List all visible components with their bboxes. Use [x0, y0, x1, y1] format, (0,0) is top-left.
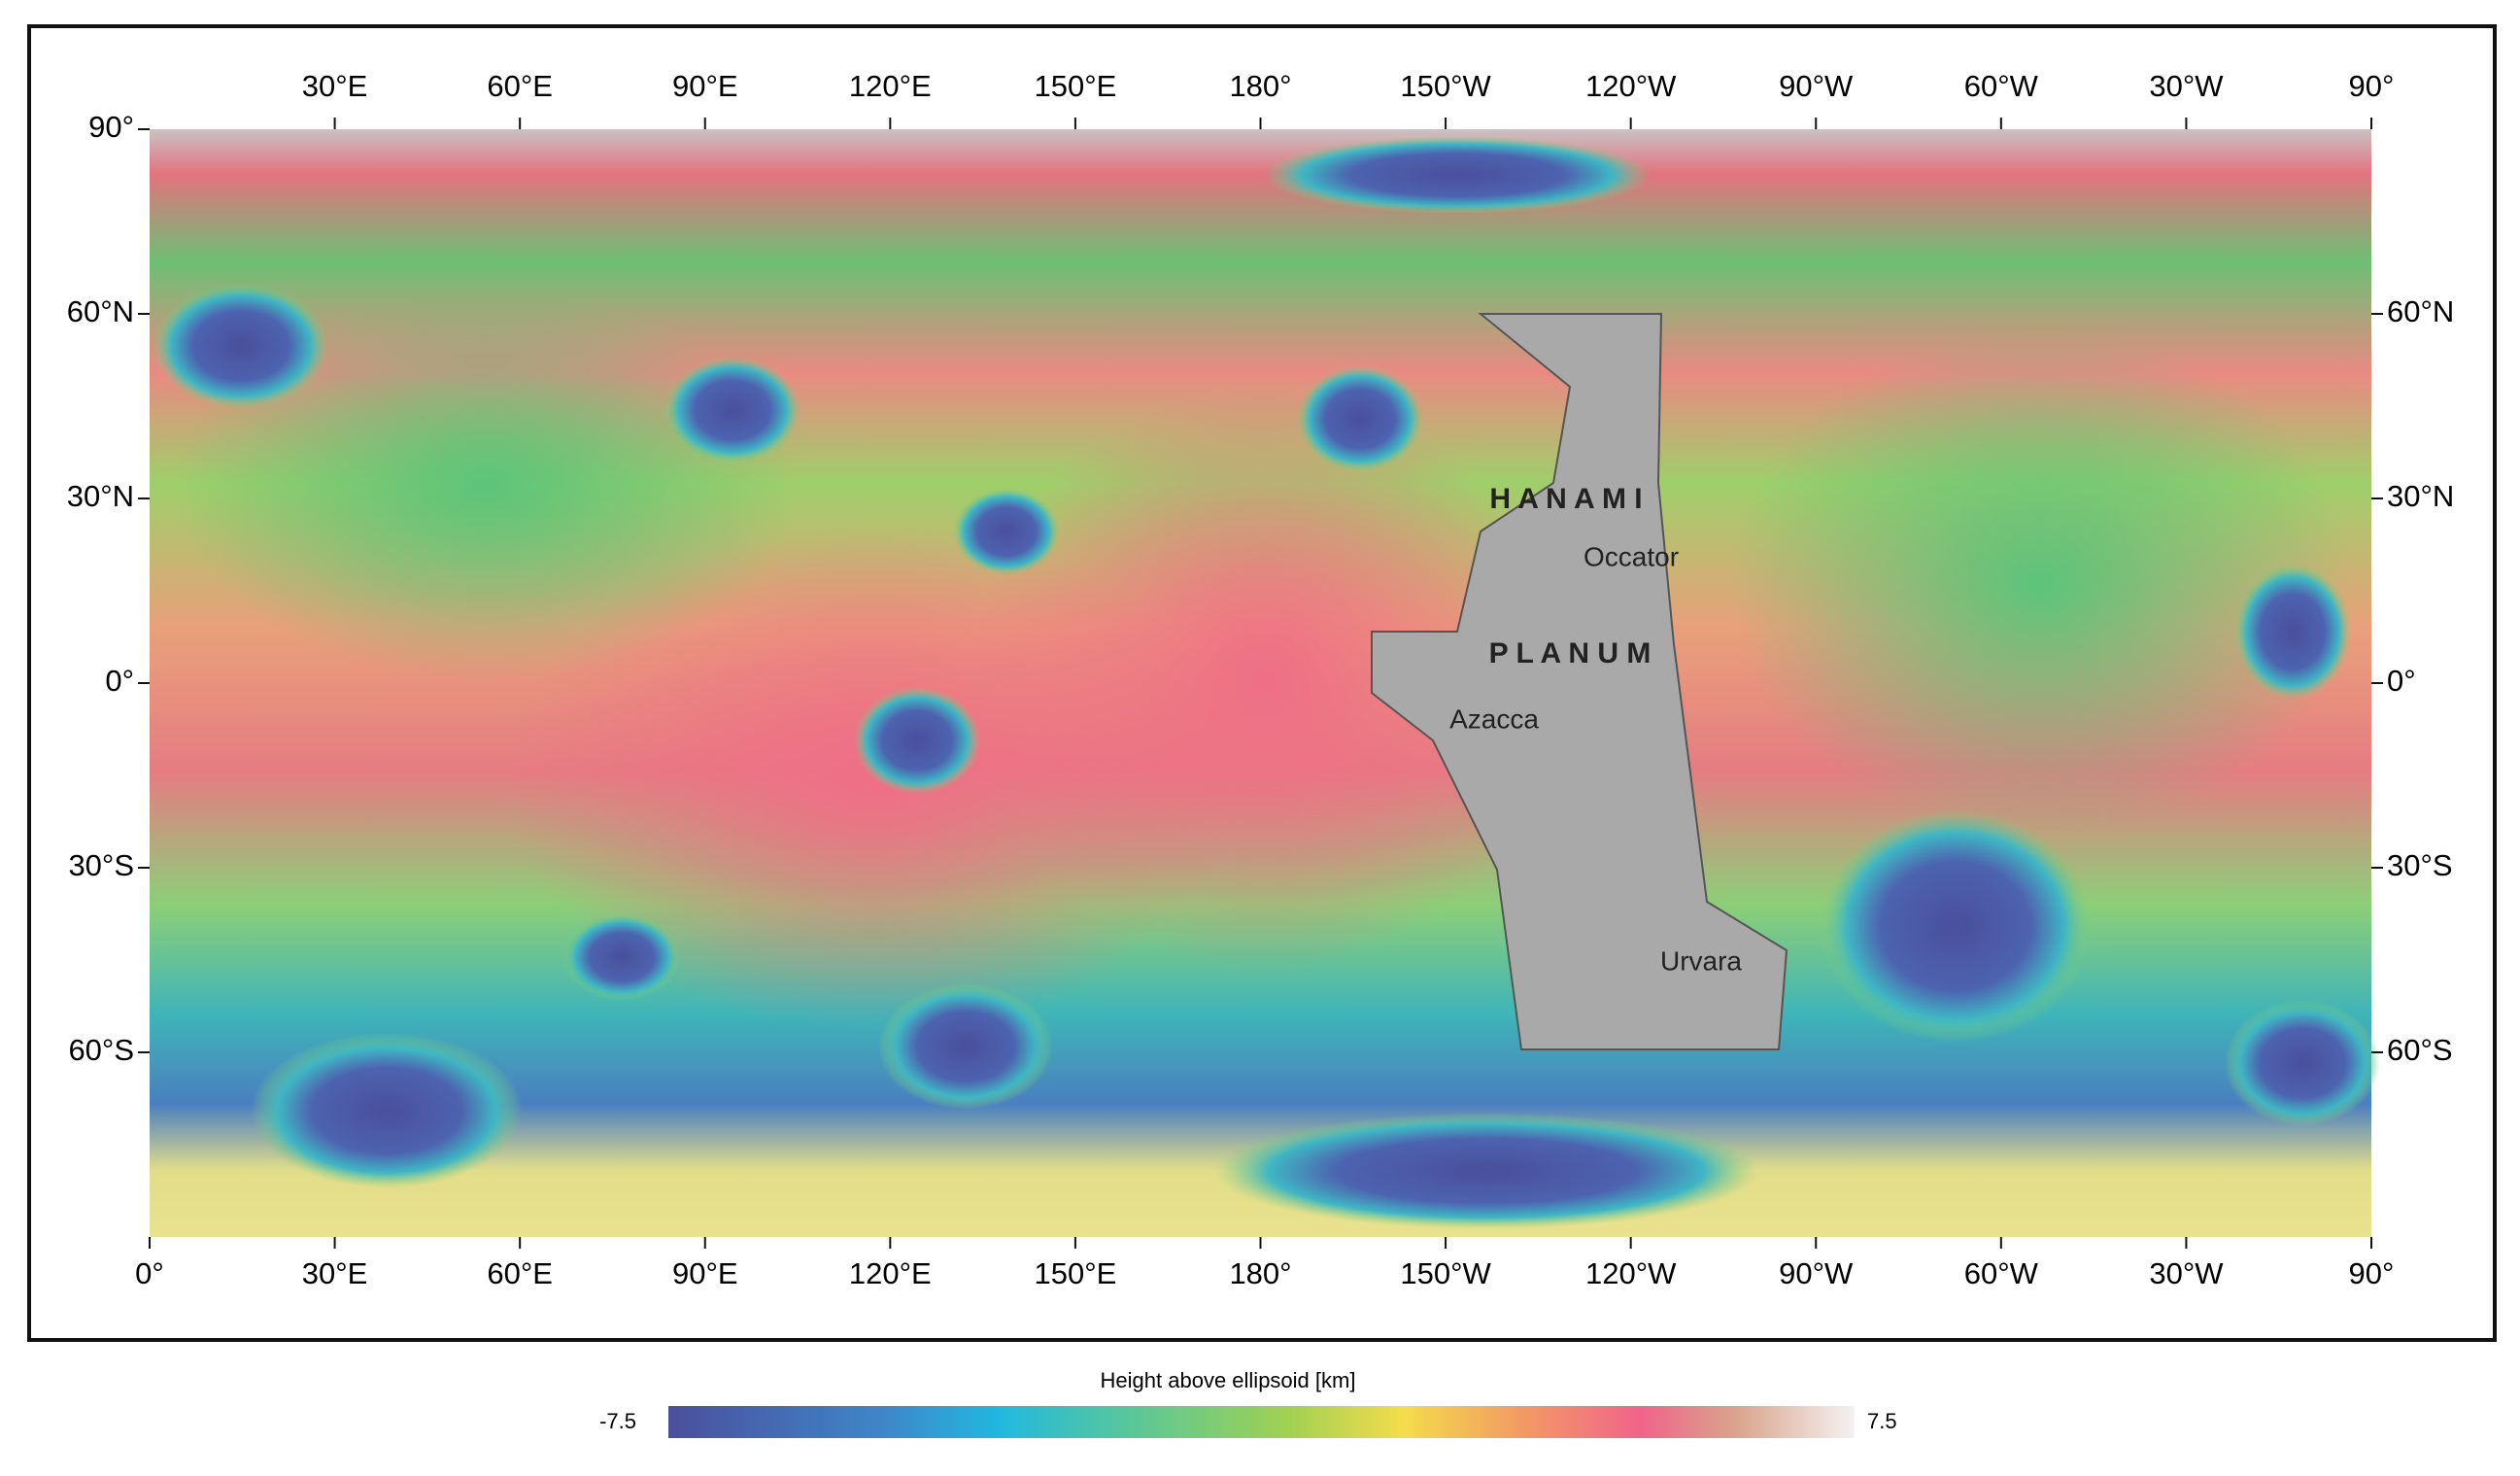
bottom-label: 90°W	[1779, 1256, 1854, 1290]
bottom-label: 60°E	[487, 1256, 553, 1290]
left-label: 60°S	[68, 1033, 134, 1067]
bottom-label: 30°E	[302, 1256, 368, 1290]
bottom-label: 150°W	[1400, 1256, 1491, 1290]
feature-label: Occator	[1584, 541, 1679, 571]
top-label: 90°E	[672, 69, 738, 103]
colorbar-max: 7.5	[1867, 1409, 1897, 1433]
top-label: 30°W	[2149, 69, 2224, 103]
bottom-label: 0°	[135, 1256, 164, 1290]
top-label: 150°E	[1035, 69, 1117, 103]
feature-label: Urvara	[1660, 945, 1742, 976]
colorbar-min: -7.5	[599, 1409, 636, 1433]
colorbar	[668, 1406, 1855, 1438]
right-label: 30°S	[2387, 848, 2453, 882]
bottom-label: 120°W	[1585, 1256, 1677, 1290]
top-label: 180°	[1229, 69, 1291, 103]
right-label: 30°N	[2387, 479, 2454, 513]
bottom-label: 150°E	[1035, 1256, 1117, 1290]
top-label: 60°W	[1964, 69, 2039, 103]
top-label: 120°E	[849, 69, 932, 103]
bottom-label: 90°	[2349, 1256, 2395, 1290]
top-label: 120°W	[1585, 69, 1677, 103]
left-label: 90°	[88, 110, 134, 144]
top-label: 60°E	[487, 69, 553, 103]
bottom-label: 60°W	[1964, 1256, 2039, 1290]
top-label: 150°W	[1400, 69, 1491, 103]
left-label: 60°N	[67, 294, 134, 328]
top-label: 30°E	[302, 69, 368, 103]
right-label: 0°	[2387, 664, 2416, 698]
top-label: 90°	[2349, 69, 2395, 103]
bottom-label: 180°	[1229, 1256, 1291, 1290]
left-label: 0°	[105, 664, 134, 698]
left-label: 30°S	[68, 848, 134, 882]
bottom-label: 30°W	[2149, 1256, 2224, 1290]
feature-label: H A N A M I	[1489, 483, 1642, 515]
right-label: 60°N	[2387, 294, 2454, 328]
bottom-label: 90°E	[672, 1256, 738, 1290]
feature-label: Azacca	[1449, 704, 1539, 734]
map	[150, 129, 2380, 1237]
colorbar-title: Height above ellipsoid [km]	[1101, 1368, 1356, 1392]
feature-label: P L A N U M	[1489, 637, 1652, 669]
left-label: 30°N	[67, 479, 134, 513]
bottom-label: 120°E	[849, 1256, 932, 1290]
right-label: 60°S	[2387, 1033, 2453, 1067]
top-label: 90°W	[1779, 69, 1854, 103]
